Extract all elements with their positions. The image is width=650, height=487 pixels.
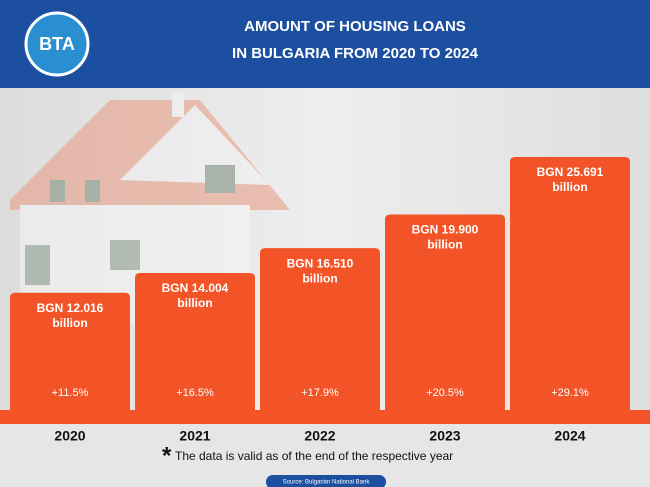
value-label: BGN 19.900 [412, 223, 479, 237]
footnote: The data is valid as of the end of the r… [175, 449, 453, 463]
x-tick-label: 2023 [429, 428, 460, 444]
source: Source: Bulgarian National Bank [283, 480, 371, 486]
value-label: BGN 16.510 [287, 256, 354, 270]
x-tick-label: 2024 [554, 428, 585, 444]
chart-title: IN BULGARIA FROM 2020 TO 2024 [232, 45, 479, 62]
source-pill [266, 475, 386, 487]
value-label: billion [177, 296, 212, 310]
header [0, 0, 650, 88]
value-label: BGN 25.691 [537, 165, 604, 179]
value-label: billion [302, 271, 337, 285]
value-label: BGN 12.016 [37, 301, 104, 315]
bar [135, 273, 255, 412]
bar [510, 157, 630, 412]
growth-label: +17.9% [301, 387, 339, 399]
value-label: BGN 14.004 [162, 281, 229, 295]
value-label: billion [552, 180, 587, 194]
logo-text: BTA [39, 34, 75, 54]
baseline [0, 410, 650, 424]
growth-label: +11.5% [52, 387, 89, 399]
x-tick-label: 2022 [304, 428, 335, 444]
bar [385, 214, 505, 412]
bar [10, 292, 130, 412]
x-tick-label: 2021 [179, 428, 210, 444]
chart-title: AMOUNT OF HOUSING LOANS [244, 18, 466, 35]
x-tick-label: 2020 [54, 428, 85, 444]
bar [260, 248, 380, 412]
value-label: billion [427, 238, 462, 252]
footnote-mark: * [162, 442, 172, 469]
growth-label: +20.5% [426, 387, 464, 399]
growth-label: +29.1% [551, 387, 589, 399]
growth-label: +16.5% [176, 387, 214, 399]
value-label: billion [52, 316, 87, 330]
logo [24, 11, 90, 77]
